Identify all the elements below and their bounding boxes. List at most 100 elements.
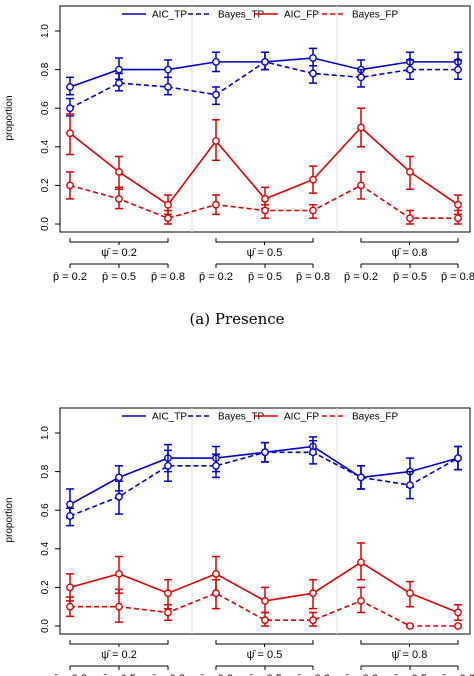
group-label: ψ̄ = 0.2 xyxy=(101,649,137,661)
data-point xyxy=(115,492,123,501)
data-point xyxy=(66,602,74,611)
x-grid-lines xyxy=(191,408,338,634)
group-label: ψ̄ = 0.8 xyxy=(392,649,428,661)
group-axis: ψ̄ = 0.2 ψ̄ = 0.5 ψ̄ = 0.8 p̄ = 0.2 p̄ = 0.5… xyxy=(53,640,474,676)
group-bracket xyxy=(69,640,169,645)
series-Bayes_TP xyxy=(66,51,462,117)
data-point xyxy=(309,54,317,62)
data-point xyxy=(406,65,414,74)
data-point xyxy=(454,65,462,74)
data-point xyxy=(309,69,317,78)
caption: (a) Presence xyxy=(189,310,284,328)
y-tick-label: 0.6 xyxy=(40,503,51,517)
sub-label: p̄ = 0.8 xyxy=(296,271,330,283)
y-tick-label: 0.0 xyxy=(40,217,51,231)
y-axis-label: proportion xyxy=(4,497,15,542)
sub-label: p̄ = 0.8 xyxy=(441,673,474,676)
y-tick-label: 0.8 xyxy=(40,464,51,478)
y-tick-label: 0.4 xyxy=(40,541,51,555)
legend: AIC_TP Bayes_TP AIC_FP Bayes_FP xyxy=(122,10,398,21)
legend-label: AIC_FP xyxy=(284,412,319,423)
series-AIC_FP xyxy=(66,107,462,216)
sub-label: p̄ = 0.2 xyxy=(199,673,233,676)
group-axis: ψ̄ = 0.2 ψ̄ = 0.5 ψ̄ = 0.8 p̄ = 0.2 p̄ = 0.5… xyxy=(53,238,474,283)
group-bracket xyxy=(69,238,169,243)
series-layer xyxy=(66,436,462,630)
data-point xyxy=(66,181,74,190)
series-line xyxy=(70,592,458,627)
y-axis-label: proportion xyxy=(4,95,15,140)
data-point xyxy=(66,583,74,592)
data-point xyxy=(66,104,74,113)
sub-label: p̄ = 0.8 xyxy=(151,673,185,676)
legend-label: AIC_FP xyxy=(284,10,319,21)
data-point xyxy=(212,200,220,209)
data-point xyxy=(164,214,172,223)
y-tick-label: 0.6 xyxy=(40,101,51,115)
y-tick-label: 0.2 xyxy=(40,580,51,594)
legend-label: Bayes_TP xyxy=(218,10,264,21)
series-line xyxy=(69,126,459,206)
series-Bayes_TP xyxy=(66,439,462,527)
data-point xyxy=(212,461,220,470)
sub-label: p̄ = 0.5 xyxy=(393,271,427,283)
data-point xyxy=(406,167,414,176)
data-point xyxy=(261,195,269,203)
data-point xyxy=(115,167,123,176)
series-AIC_FP xyxy=(66,542,462,621)
data-point xyxy=(454,200,462,209)
data-point xyxy=(406,622,414,630)
data-point xyxy=(164,83,172,91)
sub-label: p̄ = 0.2 xyxy=(344,271,378,283)
data-point xyxy=(357,597,365,605)
group-bracket xyxy=(360,640,459,645)
data-point xyxy=(115,602,123,611)
data-point xyxy=(212,90,220,99)
data-point xyxy=(115,79,123,88)
data-point xyxy=(454,622,462,630)
sub-label: p̄ = 0.5 xyxy=(248,271,282,283)
data-point xyxy=(115,473,123,482)
y-axis: 0.0 0.2 0.4 0.6 0.8 1.0 xyxy=(40,426,60,633)
data-point xyxy=(309,206,317,215)
data-point xyxy=(164,461,172,470)
data-point xyxy=(454,214,462,223)
sub-label: p̄ = 0.5 xyxy=(102,673,136,676)
series-AIC_TP xyxy=(66,47,462,96)
sub-label: p̄ = 0.5 xyxy=(248,673,282,676)
data-point xyxy=(115,65,123,74)
data-point xyxy=(261,597,269,605)
data-point xyxy=(115,569,123,578)
group-label: ψ̄ = 0.2 xyxy=(101,247,137,259)
group-bracket xyxy=(215,238,314,243)
data-point xyxy=(164,200,172,209)
data-point xyxy=(164,608,172,617)
legend: AIC_TP Bayes_TP AIC_FP Bayes_FP xyxy=(122,412,398,423)
y-tick-label: 0.8 xyxy=(40,62,51,76)
series-Bayes_FP xyxy=(66,171,462,225)
data-point xyxy=(212,569,220,578)
y-tick-label: 1.0 xyxy=(40,426,51,440)
data-point xyxy=(406,589,414,598)
data-point xyxy=(212,137,220,145)
data-point xyxy=(261,448,269,457)
legend-label: Bayes_FP xyxy=(352,10,398,21)
legend-label: AIC_TP xyxy=(152,412,187,423)
data-point xyxy=(164,65,172,74)
sub-label: p̄ = 0.2 xyxy=(199,271,233,283)
data-point xyxy=(357,181,365,190)
group-bracket xyxy=(360,238,459,243)
sub-label: p̄ = 0.2 xyxy=(344,673,378,676)
data-point xyxy=(406,214,414,223)
y-tick-label: 0.0 xyxy=(40,619,51,633)
y-axis: 0.0 0.2 0.4 0.6 0.8 1.0 xyxy=(40,24,60,231)
data-point xyxy=(357,123,365,132)
data-point xyxy=(309,448,317,457)
data-point xyxy=(357,558,365,567)
plot-frame xyxy=(59,5,471,233)
sub-label: p̄ = 0.8 xyxy=(151,271,185,283)
series-layer xyxy=(66,47,462,225)
panel-presence: 0.0 0.2 0.4 0.6 0.8 1.0 proportion AIC_TP Baye… xyxy=(4,5,474,328)
legend-label: Bayes_TP xyxy=(218,412,264,423)
